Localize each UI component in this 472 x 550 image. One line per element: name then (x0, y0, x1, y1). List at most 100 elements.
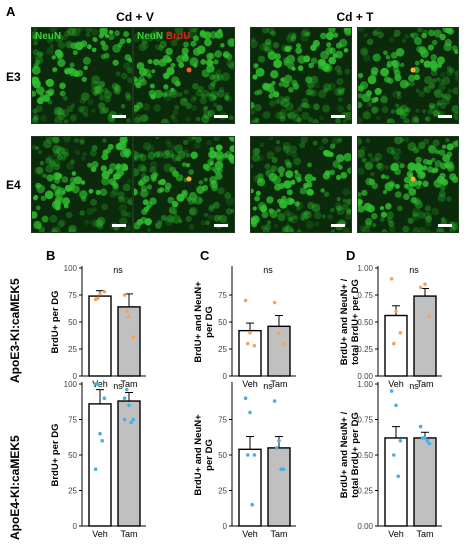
data-point (272, 399, 277, 403)
data-point (93, 382, 98, 386)
significance-label: ns (409, 381, 419, 391)
scale-bar (112, 115, 126, 118)
y-tick-label: 50 (68, 451, 77, 460)
brdu-cell-marker (186, 176, 192, 182)
x-tick-label: Veh (92, 379, 108, 389)
column-header-cd-v: Cd + V (116, 10, 154, 24)
data-point (102, 289, 107, 294)
data-point (246, 453, 250, 457)
bar-tam (413, 437, 437, 527)
data-point (398, 331, 403, 335)
bar-tam (267, 447, 291, 527)
data-point (277, 439, 281, 443)
bar-veh (88, 403, 112, 527)
data-point (252, 343, 257, 348)
x-tick-label: Tam (120, 529, 137, 539)
data-point (96, 296, 100, 301)
y-tick-label: 75 (68, 416, 77, 425)
scale-bar (214, 115, 228, 118)
y-tick-label: 0.00 (357, 522, 373, 531)
micrograph-e3-t-neun (250, 27, 352, 124)
y-tick-label: 0.50 (357, 318, 373, 327)
data-point (392, 341, 396, 346)
y-axis-label: BrdU+ and NeuN+ (193, 281, 204, 363)
y-axis-label: total BrdU+ per DG (350, 279, 361, 365)
data-point (389, 277, 394, 281)
significance-label: ns (113, 381, 123, 391)
scale-bar (438, 115, 452, 118)
panel-letter-a: A (6, 4, 16, 19)
data-point (100, 439, 104, 443)
data-point (127, 403, 131, 408)
chart-d-e4: 0.00 0.25 0.50 0.75 1.00 BrdU+ and NeuN+ / tot… (339, 380, 442, 539)
panel-letter-c: C (200, 248, 210, 263)
y-tick-label: 0 (73, 372, 78, 381)
significance-label: ns (263, 381, 273, 391)
data-point (418, 424, 423, 429)
data-point (246, 341, 250, 346)
scale-bar (331, 224, 345, 227)
bar-veh (238, 448, 262, 527)
y-tick-label: 25 (68, 345, 77, 354)
neuron-texture (358, 28, 458, 123)
y-tick-label: 50 (68, 318, 77, 327)
data-point (423, 282, 427, 286)
significance-label: ns (263, 265, 273, 275)
bar-veh (238, 329, 262, 377)
neun-channel-label: NeuN (137, 31, 164, 42)
scale-bar (214, 224, 228, 227)
data-point (389, 389, 394, 393)
y-tick-label: 0.25 (357, 487, 373, 496)
data-point (102, 396, 107, 400)
x-tick-label: Veh (388, 529, 404, 539)
column-header-cd-t: Cd + T (336, 10, 374, 24)
data-point (122, 396, 127, 400)
micrograph-e3-v-neun: NeuN (31, 27, 133, 124)
row-label-e3: E3 (6, 70, 21, 84)
data-point (125, 387, 129, 392)
data-point (277, 331, 281, 335)
chart-c-e3: 0 25 50 75 BrdU+ and NeuN+ per DG ns Veh Tam (193, 265, 296, 389)
y-axis-label: BrdU+ and NeuN+ / (339, 411, 350, 498)
y-tick-label: 100 (64, 380, 78, 389)
data-point (418, 285, 423, 290)
brdu-cell-marker (410, 67, 416, 73)
micrograph-e3-v-merge: NeuN BrdU (133, 27, 235, 124)
x-tick-label: Tam (270, 379, 287, 389)
chart-c-e4: 0 25 50 75 BrdU+ and NeuN+ per DG ns Veh Tam (193, 381, 296, 539)
x-tick-label: Tam (416, 379, 433, 389)
brdu-cell-marker (186, 67, 192, 73)
panel-letter-d: D (346, 248, 356, 263)
y-axis-label: BrdU+ and NeuN+ (193, 414, 204, 496)
y-tick-label: 0.50 (357, 451, 373, 460)
data-point (427, 314, 432, 319)
y-tick-label: 0 (223, 372, 228, 381)
data-point (394, 309, 398, 313)
neuron-texture (251, 137, 351, 232)
neuron-texture (358, 137, 458, 232)
y-tick-label: 0 (223, 522, 228, 531)
micrograph-e4-t-merge (357, 136, 459, 233)
y-tick-label: 25 (68, 487, 77, 496)
neuron-texture (32, 137, 132, 232)
y-tick-label: 75 (68, 291, 77, 300)
scale-bar (438, 224, 452, 227)
neuron-texture (134, 137, 234, 232)
chart-d-e3: 0.00 0.25 0.50 0.75 1.00 BrdU+ and NeuN+ / tot… (339, 264, 442, 389)
data-point (272, 300, 277, 305)
significance-label: ns (409, 265, 419, 275)
data-point (98, 431, 102, 436)
neuron-texture (32, 28, 132, 123)
scale-bar (331, 115, 345, 118)
brdu-channel-label: BrdU (165, 31, 191, 42)
y-tick-label: 75 (218, 416, 227, 425)
bar-veh (384, 314, 408, 377)
micrograph-e4-t-neun (250, 136, 352, 233)
data-point (248, 331, 252, 335)
y-tick-label: 0.75 (357, 291, 373, 300)
y-tick-label: 0.25 (357, 345, 373, 354)
y-tick-label: 100 (64, 264, 78, 273)
data-point (122, 417, 127, 422)
bar-tam (413, 295, 437, 377)
chart-b-e4: 0 25 50 75 100 BrdU+ per DG ns Veh Tam (50, 380, 146, 539)
